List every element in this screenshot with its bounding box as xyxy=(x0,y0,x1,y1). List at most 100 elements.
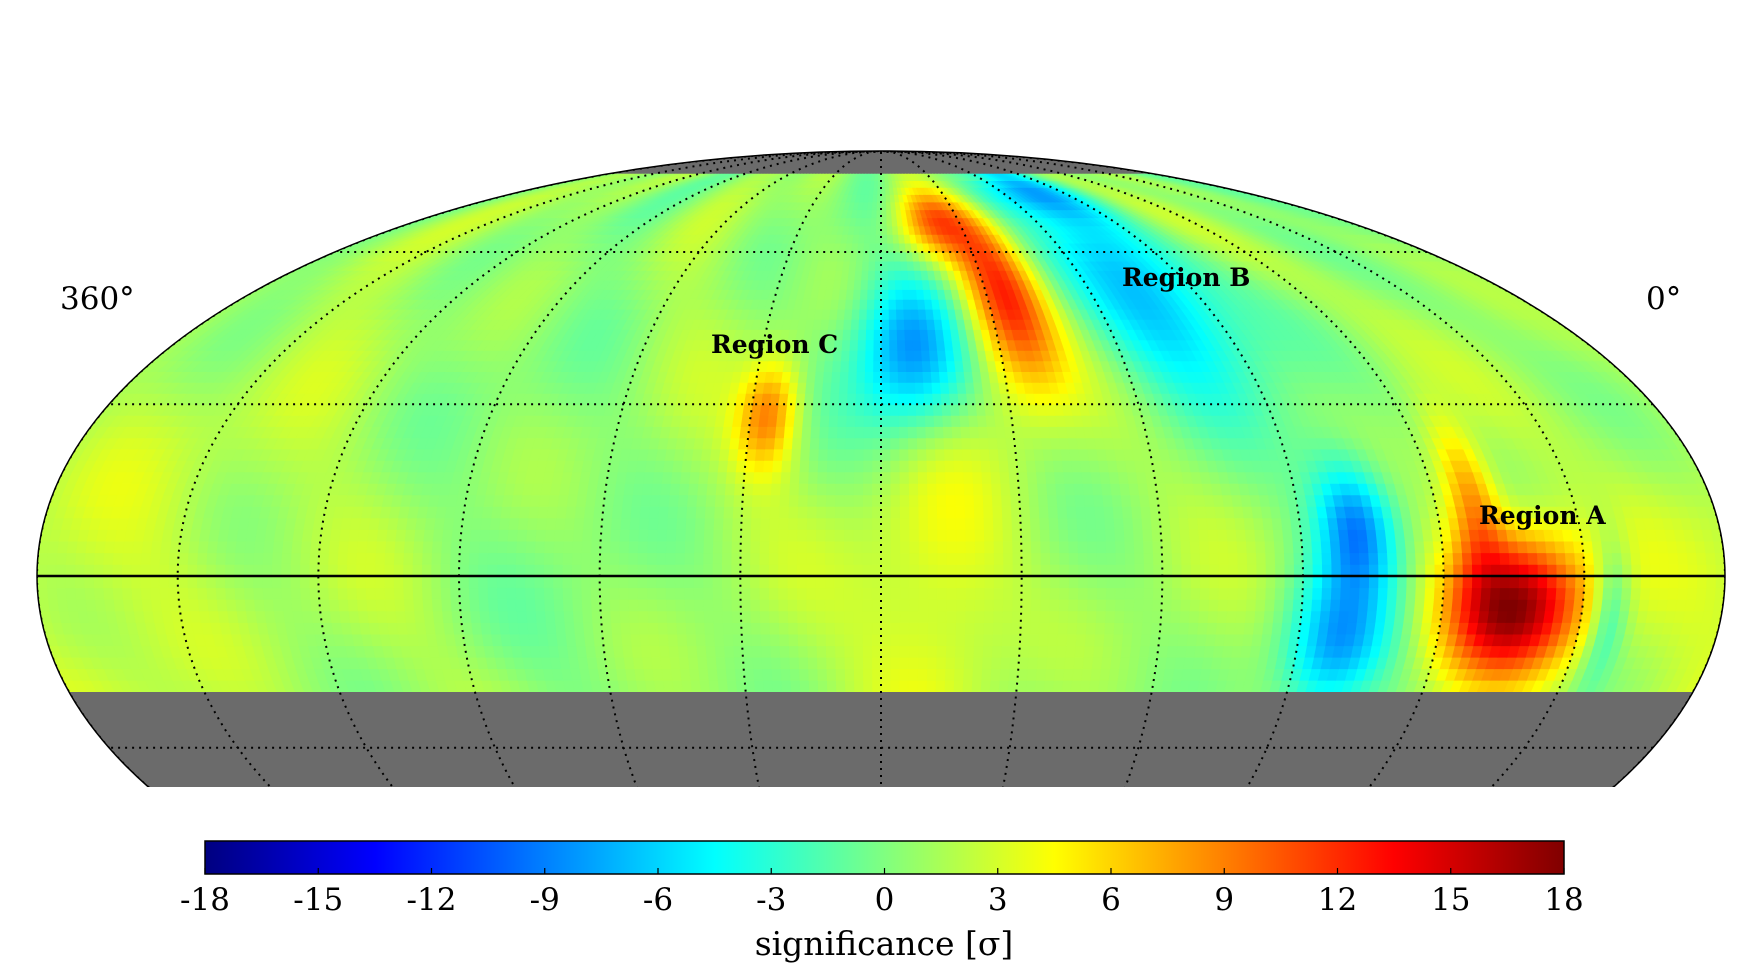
heatmap-cell xyxy=(824,610,835,623)
heatmap-cell xyxy=(1156,494,1169,507)
heatmap-cell xyxy=(55,563,66,577)
heatmap-cell xyxy=(871,563,882,577)
heatmap-cell xyxy=(45,575,57,589)
heatmap-cell xyxy=(863,371,874,383)
heatmap-cell xyxy=(1414,587,1426,600)
heatmap-cell xyxy=(768,622,780,635)
heatmap-cell xyxy=(787,529,798,542)
heatmap-cell xyxy=(421,587,432,600)
heatmap-cell xyxy=(899,633,910,647)
heatmap-cell xyxy=(834,633,845,647)
heatmap-cell xyxy=(507,517,520,530)
heatmap-cell xyxy=(112,598,125,612)
heatmap-cell xyxy=(580,563,591,577)
heatmap-cell xyxy=(394,529,407,542)
heatmap-cell xyxy=(880,679,891,692)
heatmap-cell xyxy=(649,494,661,507)
heatmap-cell xyxy=(83,552,95,565)
heatmap-cell xyxy=(917,517,929,530)
heatmap-cell xyxy=(749,587,760,600)
heatmap-cell xyxy=(1339,552,1351,565)
heatmap-cell xyxy=(917,622,929,635)
heatmap-cell xyxy=(601,633,614,647)
heatmap-cell xyxy=(542,575,554,589)
heatmap-cell xyxy=(861,529,873,542)
heatmap-cell xyxy=(843,633,854,647)
heatmap-cell xyxy=(991,645,1002,658)
heatmap-cell xyxy=(898,645,910,658)
heatmap-cell xyxy=(805,529,817,542)
heatmap-cell xyxy=(619,517,631,530)
heatmap-cell xyxy=(1272,529,1284,542)
heatmap-cell xyxy=(834,668,846,681)
heatmap-cell xyxy=(983,575,994,589)
heatmap-cell xyxy=(1264,587,1276,600)
heatmap-cell xyxy=(1092,494,1104,507)
heatmap-cell xyxy=(914,403,925,416)
heatmap-cell xyxy=(1121,633,1133,647)
heatmap-cell xyxy=(1167,505,1179,519)
heatmap-cell xyxy=(763,448,775,461)
heatmap-cell xyxy=(1621,563,1632,577)
heatmap-cell xyxy=(1216,529,1228,542)
heatmap-cell xyxy=(1041,448,1053,461)
heatmap-cell xyxy=(365,598,377,612)
heatmap-cell xyxy=(617,575,629,589)
heatmap-cell xyxy=(951,437,962,450)
heatmap-cell xyxy=(853,426,864,439)
heatmap-cell xyxy=(1526,587,1538,600)
heatmap-cell xyxy=(1222,633,1235,647)
heatmap-cell xyxy=(1236,587,1248,600)
heatmap-cell xyxy=(806,656,818,670)
heatmap-cell xyxy=(880,437,891,450)
heatmap-cell xyxy=(862,656,873,670)
heatmap-cell xyxy=(468,598,480,612)
heatmap-cell xyxy=(1066,517,1078,530)
heatmap-cell xyxy=(714,494,725,507)
heatmap-cell xyxy=(871,575,882,589)
heatmap-cell xyxy=(609,540,620,554)
heatmap-cell xyxy=(871,392,882,405)
heatmap-cell xyxy=(413,529,425,542)
heatmap-cell xyxy=(1499,563,1510,577)
heatmap-cell xyxy=(1049,575,1060,589)
heatmap-cell xyxy=(834,482,845,496)
heatmap-cell xyxy=(469,529,481,542)
heatmap-cell xyxy=(421,575,432,589)
heatmap-cell xyxy=(479,622,492,635)
heatmap-cell xyxy=(778,505,789,519)
heatmap-cell xyxy=(1601,552,1613,565)
heatmap-cell xyxy=(787,517,798,530)
heatmap-cell xyxy=(440,540,452,554)
heatmap-cell xyxy=(402,563,413,577)
heatmap-cell xyxy=(732,494,744,507)
heatmap-cell xyxy=(871,459,882,473)
heatmap-cell xyxy=(861,563,872,577)
heatmap-cell xyxy=(871,471,882,484)
heatmap-cell xyxy=(498,517,510,530)
heatmap-cell xyxy=(1077,587,1088,600)
heatmap-cell xyxy=(723,645,735,658)
heatmap-cell xyxy=(1187,622,1199,635)
heatmap-cell xyxy=(953,482,965,496)
heatmap-cell xyxy=(46,552,58,565)
heatmap-cell xyxy=(1224,517,1236,530)
heatmap-cell xyxy=(458,587,470,600)
heatmap-cell xyxy=(944,482,956,496)
heatmap-cell xyxy=(1573,552,1585,565)
heatmap-cell xyxy=(524,575,535,589)
heatmap-cell xyxy=(1404,552,1416,565)
heatmap-cell xyxy=(658,494,670,507)
heatmap-cell xyxy=(994,426,1006,439)
heatmap-cell xyxy=(826,679,837,692)
heatmap-cell xyxy=(1066,622,1078,635)
heatmap-cell xyxy=(1180,552,1191,565)
heatmap-cell xyxy=(346,598,359,612)
heatmap-cell xyxy=(1667,552,1679,565)
heatmap-cell xyxy=(862,679,873,692)
heatmap-cell xyxy=(728,437,740,450)
heatmap-cell xyxy=(384,598,396,612)
heatmap-cell xyxy=(1084,622,1096,635)
heatmap-cell xyxy=(950,414,961,427)
heatmap-cell xyxy=(731,505,743,519)
